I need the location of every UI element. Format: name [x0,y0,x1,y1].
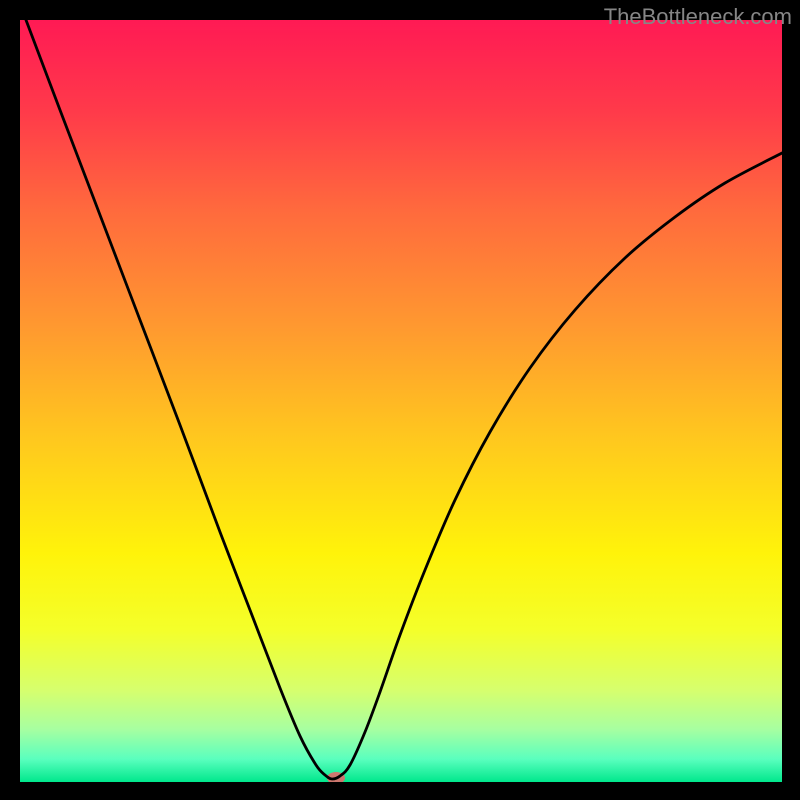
chart-frame: TheBottleneck.com [0,0,800,800]
bottleneck-curve [26,20,782,779]
watermark-text: TheBottleneck.com [604,4,792,30]
curve-layer [20,20,782,782]
plot-area [20,20,782,782]
